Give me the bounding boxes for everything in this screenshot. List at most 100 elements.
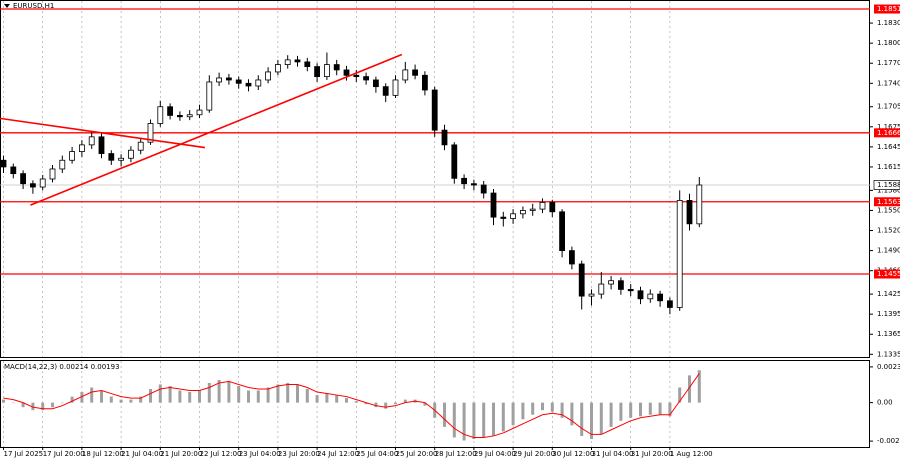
level-label: 1.1851 — [877, 5, 900, 13]
candle-body — [451, 144, 458, 179]
macd-bar — [668, 402, 672, 417]
candle-body — [549, 202, 556, 213]
current-price-box — [873, 180, 900, 190]
macd-bar — [531, 402, 535, 415]
macd-bar — [570, 402, 574, 426]
macd-bar — [100, 390, 103, 403]
candle-body — [176, 115, 183, 118]
macd-bar — [697, 370, 701, 403]
candle-body — [431, 89, 438, 131]
macd-bar — [501, 402, 505, 432]
x-tick-label: 25 Jul 04:00 — [356, 450, 398, 458]
macd-bar — [658, 402, 662, 415]
candle-body — [608, 280, 614, 285]
y-tick-label: 1.1520 — [877, 227, 900, 235]
macd-bar — [443, 402, 446, 427]
candle-body — [118, 157, 124, 161]
y-tick-label: 1.1770 — [877, 59, 900, 67]
macd-bar — [2, 399, 5, 403]
macd-bar — [296, 384, 299, 403]
candle-body — [29, 183, 36, 188]
y-tick-label: 1.1580 — [877, 186, 900, 194]
macd-bar — [11, 402, 15, 404]
candle-body — [441, 129, 448, 146]
y-tick-label: 1.1335 — [877, 350, 900, 358]
y-tick-label: 1.1800 — [877, 39, 900, 47]
macd-bar — [688, 375, 691, 403]
macd-bar — [482, 402, 486, 438]
macd-bar — [286, 382, 290, 403]
candle-body — [88, 136, 95, 146]
candle-body — [127, 149, 134, 159]
candle-body — [39, 178, 46, 188]
macd-bar — [168, 385, 172, 403]
macd-bar — [335, 395, 339, 403]
macd-bar — [550, 402, 554, 412]
macd-bar — [541, 402, 544, 411]
macd-bar — [521, 402, 525, 420]
candle-body — [343, 69, 350, 76]
candle-body — [206, 81, 213, 111]
x-tick-label: 22 Jul 12:00 — [200, 450, 242, 458]
macd-bar — [198, 390, 201, 403]
candle-body — [618, 280, 624, 290]
trend-line — [30, 53, 403, 206]
candle-body — [559, 211, 565, 252]
candle-body — [627, 289, 634, 292]
macd-bar — [178, 390, 182, 403]
macd-bar — [423, 402, 427, 406]
candle-body — [137, 141, 144, 151]
candle-body — [480, 184, 487, 194]
y-tick-label: 1.1550 — [877, 206, 900, 214]
level-label-box — [874, 269, 900, 279]
macd-bar — [492, 402, 495, 436]
y-tick-label: 1.1740 — [877, 79, 900, 87]
candle-body — [421, 74, 428, 91]
y-tick-label: 1.1365 — [877, 330, 900, 338]
candle-body — [412, 69, 419, 76]
macd-bar — [394, 402, 397, 405]
current-price-label: 1.1588 — [877, 181, 900, 189]
candle-body — [372, 79, 379, 88]
candle-body — [588, 293, 595, 297]
candle-body — [696, 184, 703, 225]
macd-bar — [472, 402, 476, 439]
macd-bar — [364, 402, 368, 405]
x-tick-label: 28 Jul 12:00 — [435, 450, 477, 458]
candle-body — [167, 106, 174, 116]
macd-bar — [629, 402, 633, 418]
macd-bar — [511, 402, 515, 426]
candle-body — [255, 79, 262, 87]
macd-bar — [129, 399, 133, 403]
level-label: 1.1666 — [877, 129, 900, 137]
level-label-box — [874, 4, 900, 14]
candle-body — [539, 202, 546, 210]
y-tick-label: 0.00 — [877, 399, 893, 407]
menu-icon — [4, 4, 10, 8]
candle-body — [294, 59, 301, 63]
macd-bar — [51, 402, 54, 408]
macd-bar — [158, 384, 162, 403]
level-label-box — [874, 128, 900, 138]
candle-body — [520, 210, 526, 215]
candle-body — [49, 168, 56, 180]
candle-body — [196, 109, 203, 116]
macd-bar — [109, 396, 113, 403]
candle-body — [353, 74, 360, 78]
macd-bar — [325, 393, 329, 403]
candle-body — [108, 153, 115, 161]
macd-bar — [639, 402, 642, 417]
y-tick-label: 1.1615 — [877, 163, 900, 171]
macd-bar — [580, 402, 584, 436]
candle-body — [216, 77, 223, 83]
candle-body — [402, 69, 409, 81]
x-tick-label: 17 Jul 2025 — [4, 450, 44, 458]
macd-bar — [139, 396, 143, 403]
macd-bar — [31, 402, 35, 411]
candle-body — [186, 114, 193, 118]
x-tick-label: 25 Jul 20:00 — [396, 450, 438, 458]
candle-body — [657, 293, 663, 302]
macd-bar — [60, 402, 64, 404]
candle-body — [490, 192, 497, 218]
